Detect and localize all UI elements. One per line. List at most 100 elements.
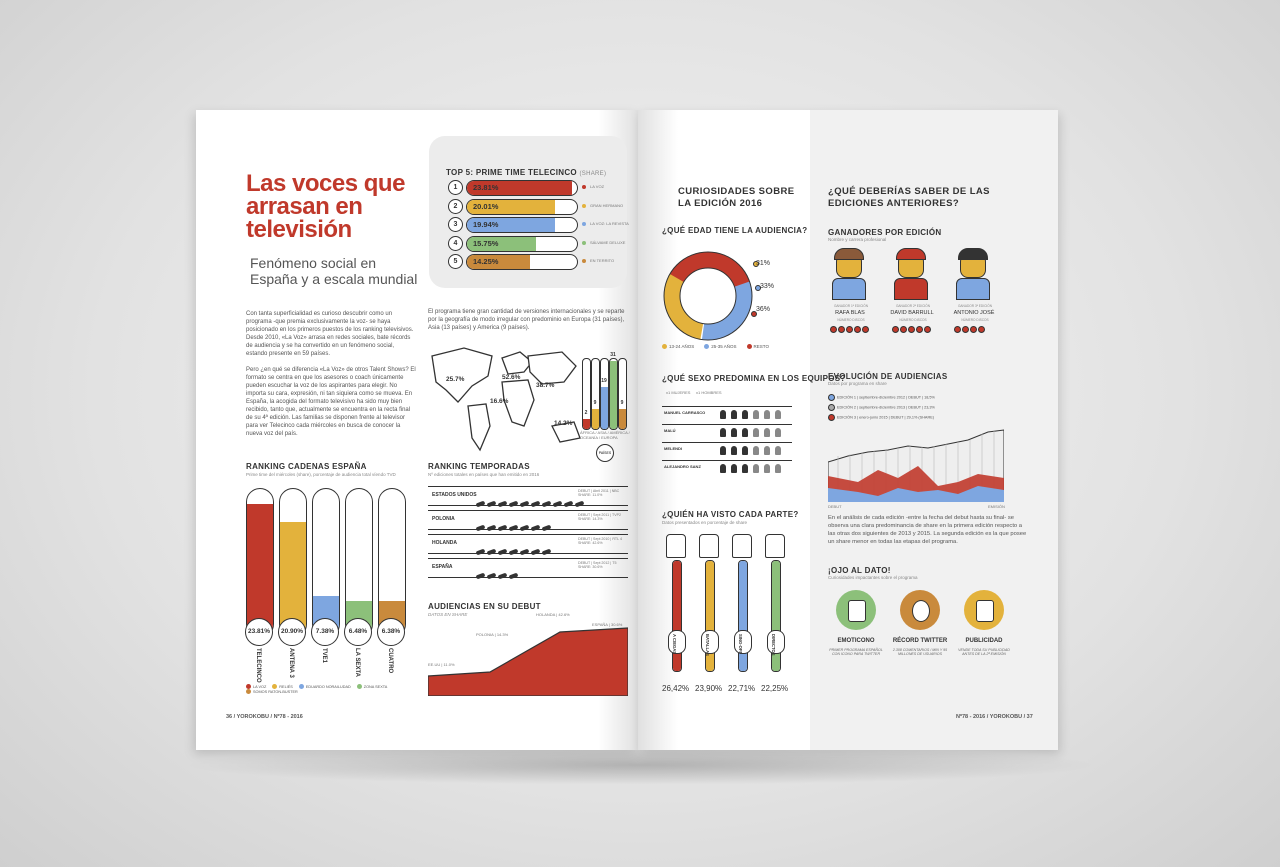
age-value: 31%	[756, 260, 771, 267]
legend-dot	[356, 684, 362, 689]
visto-value: 22,25%	[761, 684, 789, 693]
legend-dot	[298, 684, 304, 689]
visto-slider-fill	[673, 561, 681, 671]
left-page: Las voces que arrasan en televisión Fenó…	[196, 110, 638, 750]
count-bar-fill	[601, 387, 608, 429]
article-subtitle: Fenómeno social en España y a escala mun…	[250, 255, 418, 287]
top5-bar-fill	[467, 199, 555, 214]
mic-icon	[497, 524, 508, 532]
top5-rank: 2	[448, 198, 463, 214]
edition-row: EDICIÓN 2 | septiembre-diciembre 2013 | …	[828, 404, 1028, 411]
debut-label-holanda: HOLANDA | 42.6%	[536, 612, 570, 617]
edition-text: EDICIÓN 3 | enero-junio 2015 | DEBUT | 2…	[837, 415, 935, 420]
top5-bar-fill	[467, 218, 555, 232]
sexo-row: ALEJANDRO SANZ	[662, 460, 792, 477]
world-map	[431, 347, 581, 452]
visto-sub: Datos presentados en porcentaje de share	[662, 520, 748, 525]
person-icon	[720, 464, 726, 473]
disc-dot	[978, 326, 985, 333]
person-icon	[775, 428, 781, 437]
dato-icon	[836, 590, 876, 630]
top5-label: SÁLVAME DELUXE	[590, 239, 626, 245]
person-icon	[775, 446, 781, 455]
visto-slider-fill	[772, 561, 780, 671]
sexo-row: MANUEL CARRASCO	[662, 406, 792, 423]
top5-bar: 15.75%	[466, 235, 578, 252]
winner-hair	[896, 248, 926, 260]
visto-slider	[705, 560, 715, 672]
cadena-value: 6.48%	[344, 618, 372, 646]
cadena-bar	[378, 488, 406, 638]
top5-rank: 1	[448, 180, 463, 195]
cadena-name: ANTENA 3	[288, 648, 294, 678]
temporada-row: HOLANDA DEBUT | Sept 2010 | RTL 4 SHARE: …	[428, 534, 628, 556]
cadena-name: TVE1	[321, 648, 327, 664]
debut-label-usa: EE.UU | 11.0%	[428, 662, 455, 667]
disc-dot	[908, 326, 915, 333]
count-bar	[600, 358, 609, 430]
cadena-legend-item: EDUARDO NORAILUDAD	[298, 684, 351, 689]
chair-icon	[699, 534, 719, 558]
top5-dot	[582, 203, 586, 208]
person-icon	[764, 410, 770, 419]
winner-illustration	[830, 248, 866, 302]
count-bar	[591, 358, 600, 430]
intro-paragraph: Con tanta superficialidad es curioso des…	[246, 311, 414, 357]
age-legend-item: 25-35 AÑOS	[704, 344, 737, 350]
top5-heading: TOP 5: PRIME TIME TELECINCO (SHARE)	[446, 168, 607, 177]
top5-value: 19.94%	[473, 220, 499, 229]
dato-title: EMOTICONO	[837, 638, 875, 644]
person-icon	[731, 428, 737, 437]
disc-dot	[970, 326, 977, 333]
legend-label: RESTO	[753, 344, 769, 349]
temporada-mics	[475, 541, 553, 559]
top5-bar-fill	[467, 181, 572, 195]
mic-icon	[519, 548, 530, 556]
cadena-name: CUATRO	[387, 648, 393, 674]
temporada-mics	[475, 493, 586, 511]
dato-title: RÉCORD TWITTER	[892, 638, 948, 644]
winner-edition: GANADOR 2ª EDICIÓN	[895, 304, 931, 308]
age-legend: 13-24 AÑOS 25-35 AÑOS RESTO	[662, 344, 779, 350]
winner-name: DAVID BARRULL	[890, 310, 934, 316]
person-icon	[775, 410, 781, 419]
temporada-country: HOLANDA	[432, 540, 457, 546]
dato-icon	[964, 590, 1004, 630]
cadena-legend-item: SOMOS RATON-BUSTER	[246, 689, 298, 694]
person-icon	[753, 410, 759, 419]
page-footer-left: 36 / YOROKOBU / Nº78 - 2016	[226, 714, 303, 720]
count-bar-value: 2	[584, 410, 588, 416]
temporada-mics	[475, 565, 520, 583]
person-icon	[731, 464, 737, 473]
legend-dot	[662, 344, 667, 350]
legend-label: ZONA SEXTA	[363, 684, 388, 689]
cadena-bar-fill	[247, 503, 273, 637]
mic-icon	[530, 548, 541, 556]
editions-list: EDICIÓN 1 | septiembre-diciembre 2012 | …	[828, 394, 1028, 424]
slider-knob	[701, 630, 719, 654]
mic-icon	[508, 500, 519, 508]
sexo-coach: ALEJANDRO SANZ	[664, 464, 701, 469]
cadena-value: 7.38%	[311, 618, 339, 646]
top5-value: 15.75%	[473, 238, 499, 248]
dato-icon-glyph	[848, 600, 866, 622]
top5-dot	[582, 185, 586, 189]
temporada-info: DEBUT | Abril 2011 | NBC SHARE: 11.0%	[578, 489, 620, 497]
person-icon	[764, 428, 770, 437]
temporada-row: ESTADOS UNIDOS DEBUT | Abril 2011 | NBC S…	[428, 486, 628, 508]
mic-icon	[541, 548, 552, 556]
visto-value: 22,71%	[728, 684, 756, 693]
visto-name: BATALLAS	[705, 634, 710, 656]
mic-icon	[497, 500, 508, 508]
right-grey-column	[810, 110, 1058, 750]
audiencias-debut-heading: AUDIENCIAS EN SU DEBUT	[428, 602, 541, 611]
dato-heading: ¡OJO AL DATO!	[828, 566, 891, 575]
cadena-value: 20.90%	[278, 618, 306, 646]
winner-edition: GANADOR 3ª EDICIÓN	[957, 304, 993, 308]
mic-icon	[574, 500, 585, 508]
dato-sub: Curiosidades impactantes sobre el progra…	[828, 575, 918, 580]
person-icon	[731, 446, 737, 455]
dato-text: VENDE TODA SU PUBLICIDAD ANTES DE LA 2ª …	[958, 648, 1010, 656]
winner-body	[894, 278, 928, 300]
ranking-cadenas-heading: RANKING CADENAS ESPAÑA	[246, 462, 367, 471]
